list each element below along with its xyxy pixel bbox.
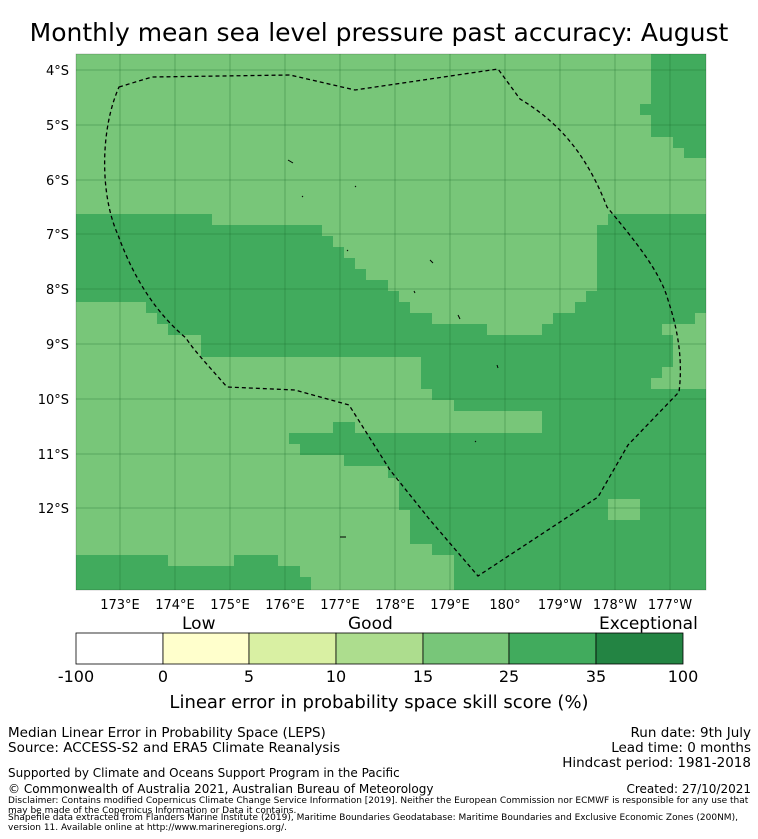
map-frame [75, 53, 707, 591]
footer-method: Median Linear Error in Probability Space… [8, 725, 326, 741]
colorbar [75, 632, 684, 665]
lat-label: 10°S [38, 393, 69, 408]
colorbar-category-exceptional: Exceptional [599, 614, 698, 634]
colorbar-swatch [422, 632, 510, 665]
lon-label: 176°E [265, 598, 305, 613]
lat-label: 6°S [46, 174, 69, 189]
lon-label: 177°E [320, 598, 360, 613]
colorbar-tick: -100 [57, 667, 95, 686]
colorbar-tick: 0 [157, 667, 169, 686]
lat-label: 8°S [46, 283, 69, 298]
colorbar-category-low: Low [182, 614, 216, 634]
colorbar-swatch [248, 632, 337, 665]
longitude-labels: 173°E 174°E 175°E 176°E 177°E 178°E 179°… [100, 598, 692, 613]
lon-label: 173°E [100, 598, 140, 613]
lat-label: 7°S [46, 228, 69, 243]
colorbar-tick: 10 [325, 667, 347, 686]
lon-label: 174°E [155, 598, 195, 613]
islands [287, 159, 499, 538]
lon-label: 177°W [648, 598, 692, 613]
lat-label: 9°S [46, 338, 69, 353]
lon-label: 178°W [593, 598, 637, 613]
footer-copyright: © Commonwealth of Australia 2021, Austra… [8, 782, 434, 796]
colorbar-swatch [162, 632, 250, 665]
lon-label: 180° [489, 598, 520, 613]
low-skill-patch [608, 499, 640, 520]
colorbar-tick: 25 [498, 667, 520, 686]
colorbar-tick: 100 [667, 667, 699, 686]
colorbar-tick: 35 [585, 667, 607, 686]
eez-boundary [104, 68, 682, 577]
colorbar-tick: 5 [243, 667, 255, 686]
gridlines [76, 54, 706, 590]
page-title: Monthly mean sea level pressure past acc… [29, 18, 729, 47]
footer-shapefile: Shapefile data extracted from Flanders M… [8, 813, 738, 833]
footer-source: Source: ACCESS-S2 and ERA5 Climate Reana… [8, 740, 341, 756]
footer-hindcast: Hindcast period: 1981-2018 [562, 755, 751, 771]
colorbar-tick: 15 [412, 667, 434, 686]
colorbar-swatch [75, 632, 164, 665]
footer-lead-time: Lead time: 0 months [611, 740, 751, 756]
footer-run-date: Run date: 9th July [630, 725, 751, 741]
colorbar-category-good: Good [348, 614, 393, 634]
colorbar-swatch [595, 632, 684, 665]
footer-support: Supported by Climate and Oceans Support … [8, 766, 400, 780]
lon-label: 178°E [375, 598, 415, 613]
colorbar-swatch [508, 632, 597, 665]
latitude-labels: 4°S 5°S 6°S 7°S 8°S 9°S 10°S 11°S 12°S [38, 64, 69, 517]
footer-disclaimer: Disclaimer: Contains modified Copernicus… [8, 796, 749, 816]
colorbar-label: Linear error in probability space skill … [169, 692, 589, 713]
lon-label: 179°W [538, 598, 582, 613]
lon-label: 175°E [210, 598, 250, 613]
lon-label: 179°E [430, 598, 470, 613]
footer-created: Created: 27/10/2021 [626, 782, 751, 796]
lat-label: 12°S [38, 502, 69, 517]
high-skill-regions [76, 54, 706, 590]
colorbar-swatch [335, 632, 424, 665]
lat-label: 11°S [38, 448, 69, 463]
lat-label: 4°S [46, 64, 69, 79]
lat-label: 5°S [46, 119, 69, 134]
